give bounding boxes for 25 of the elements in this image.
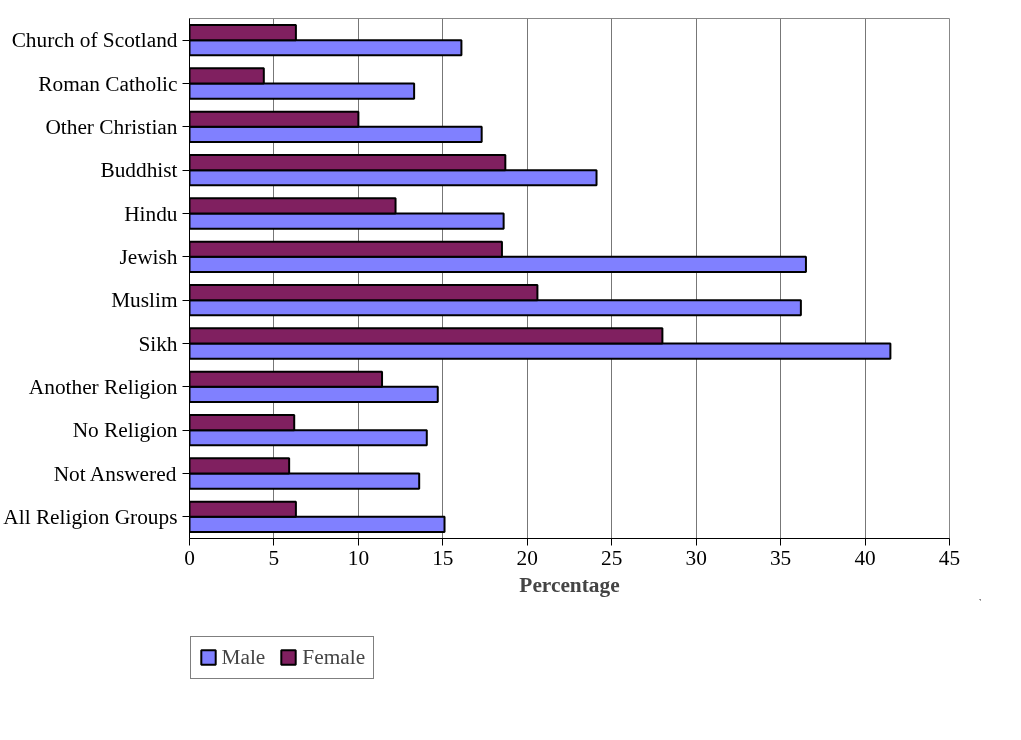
x-tick-label: 20 [516,545,538,570]
y-tick-label: Not Answered [53,461,177,486]
y-tick-label: Jewish [119,244,178,269]
x-tick-label: 5 [268,545,280,570]
y-tick-label: Another Religion [28,374,178,399]
y-tick-label: All Religion Groups [3,504,178,529]
y-tick-label: Roman Catholic [38,71,178,96]
x-tick-label: 30 [685,545,707,570]
x-tick-label: 10 [347,545,370,570]
legend-label: Female [302,644,366,670]
y-tick-label: Other Christian [45,114,178,139]
y-tick-label: Church of Scotland [11,28,178,53]
x-tick-label: 35 [769,545,792,570]
x-axis-title: Percentage [519,572,620,597]
x-tick-label: 45 [938,545,961,570]
y-tick-label: Muslim [111,288,178,313]
y-tick-label: Sikh [138,331,178,356]
y-tick-label: Hindu [124,201,178,226]
x-tick-label: 0 [184,545,195,570]
x-tick-label: 15 [432,545,454,570]
x-tick-label: 25 [601,545,623,570]
x-tick-label: 40 [854,545,876,570]
y-tick-label: Buddhist [100,158,178,183]
y-tick-label: No Religion [72,418,178,443]
legend-label: Male [221,644,266,670]
